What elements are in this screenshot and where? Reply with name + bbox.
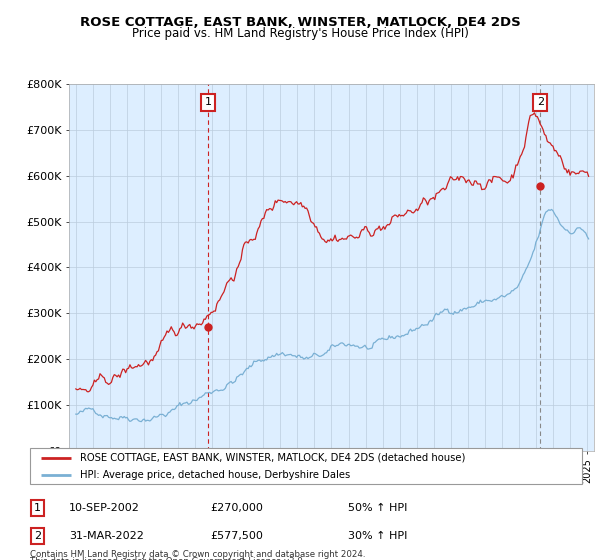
Text: 30% ↑ HPI: 30% ↑ HPI [348,531,407,541]
Text: Price paid vs. HM Land Registry's House Price Index (HPI): Price paid vs. HM Land Registry's House … [131,27,469,40]
Text: 31-MAR-2022: 31-MAR-2022 [69,531,144,541]
Text: Contains HM Land Registry data © Crown copyright and database right 2024.: Contains HM Land Registry data © Crown c… [30,550,365,559]
Text: This data is licensed under the Open Government Licence v3.0.: This data is licensed under the Open Gov… [30,557,305,560]
Text: £270,000: £270,000 [210,503,263,513]
Text: 10-SEP-2002: 10-SEP-2002 [69,503,140,513]
Text: 2: 2 [537,97,544,108]
Text: ROSE COTTAGE, EAST BANK, WINSTER, MATLOCK, DE4 2DS: ROSE COTTAGE, EAST BANK, WINSTER, MATLOC… [80,16,520,29]
Text: 1: 1 [34,503,41,513]
Text: £577,500: £577,500 [210,531,263,541]
Text: 1: 1 [205,97,211,108]
Text: HPI: Average price, detached house, Derbyshire Dales: HPI: Average price, detached house, Derb… [80,470,350,479]
Text: ROSE COTTAGE, EAST BANK, WINSTER, MATLOCK, DE4 2DS (detached house): ROSE COTTAGE, EAST BANK, WINSTER, MATLOC… [80,453,465,463]
Text: 2: 2 [34,531,41,541]
Text: 50% ↑ HPI: 50% ↑ HPI [348,503,407,513]
